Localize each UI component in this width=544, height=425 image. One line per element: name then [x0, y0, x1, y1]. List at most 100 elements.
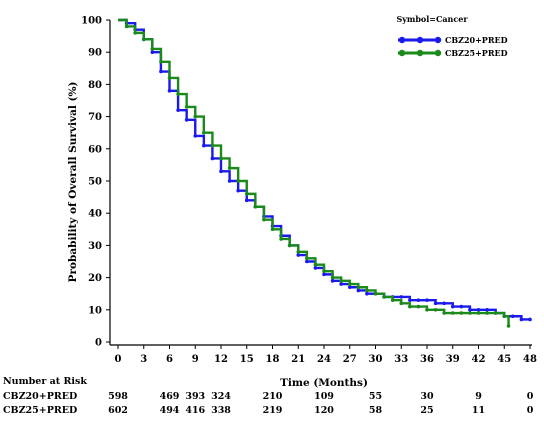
x-tick-label: 15	[240, 354, 254, 365]
y-tick-label: 100	[81, 16, 102, 27]
risk-value: 219	[263, 405, 283, 416]
censor-point-cbz20-pred	[167, 89, 172, 93]
x-axis-title: Time (Months)	[280, 377, 368, 389]
censor-point-cbz20-pred	[339, 282, 343, 286]
legend-marker-cbz20-mid	[416, 36, 424, 44]
risk-row-label-cbz25: CBZ25+PRED	[3, 405, 77, 416]
y-tick-label: 90	[88, 48, 102, 59]
censor-point-cbz20-pred	[219, 169, 223, 174]
censor-point-cbz20-pred	[305, 259, 309, 264]
censor-point-cbz25-pred	[262, 217, 266, 222]
censor-point-cbz20-pred	[459, 304, 464, 309]
censor-point-cbz25-pred	[356, 285, 361, 290]
censor-point-cbz25-pred	[330, 275, 335, 280]
risk-value: 109	[314, 391, 334, 402]
axes	[109, 20, 532, 346]
censor-point-cbz25-pred	[347, 282, 352, 286]
risk-table-title: Number at Risk	[3, 376, 87, 387]
legend-marker-cbz25-end	[434, 49, 442, 57]
censor-point-cbz25-pred	[408, 304, 412, 309]
legend-item-cbz20: CBZ20+PRED	[398, 35, 508, 45]
risk-value: 11	[472, 405, 485, 416]
y-ticks: 0 10 20 30 40 50 60 70 80 90 100	[81, 16, 110, 349]
risk-value: 0	[527, 405, 534, 416]
censor-point-cbz25-pred	[219, 156, 223, 161]
risk-value: 120	[314, 405, 334, 416]
risk-value: 55	[369, 391, 382, 402]
censor-point-cbz20-pred	[408, 298, 412, 302]
risk-value: 210	[263, 391, 283, 402]
x-tick-label: 18	[266, 354, 280, 365]
censor-point-cbz20-pred	[210, 156, 215, 161]
censor-point-cbz25-pred	[236, 179, 240, 183]
censor-point-cbz20-pred	[202, 143, 206, 148]
censor-point-cbz20-pred	[347, 285, 352, 290]
censor-point-cbz25-pred	[339, 279, 343, 283]
censor-point-cbz20-pred	[176, 108, 180, 112]
x-tick-label: 48	[523, 354, 537, 365]
censor-point-cbz20-pred	[416, 298, 421, 302]
y-tick-label: 30	[88, 241, 102, 252]
censor-point-cbz25-pred	[450, 311, 455, 315]
censor-point-cbz20-pred	[193, 134, 198, 138]
risk-table: Number at Risk CBZ20+PRED CBZ25+PRED 598…	[3, 376, 534, 416]
risk-value: 494	[160, 405, 180, 416]
censor-point-cbz20-pred	[227, 179, 232, 183]
censor-point-cbz25-pred	[390, 298, 395, 302]
censor-point-cbz25-pred	[399, 301, 404, 306]
y-tick-label: 70	[88, 112, 102, 123]
censor-point-cbz20-pred	[244, 198, 249, 203]
censor-point-cbz25-pred	[305, 256, 309, 261]
censor-point-cbz25-pred	[150, 47, 155, 51]
y-tick-label: 80	[88, 80, 102, 91]
censor-point-cbz20-pred	[433, 301, 438, 306]
censor-point-cbz20-pred	[236, 188, 240, 193]
censor-point-cbz25-pred	[184, 105, 189, 109]
censor-point-cbz25-pred	[485, 311, 489, 315]
risk-value: 416	[185, 405, 205, 416]
censor-point-cbz25-pred	[322, 269, 326, 273]
censor-point-cbz25-pred	[468, 311, 472, 315]
legend-title: Symbol=Cancer	[396, 14, 468, 24]
censor-point-cbz25-pred	[227, 166, 232, 170]
risk-value: 0	[527, 391, 534, 402]
legend-marker-cbz25-start	[398, 49, 406, 57]
x-tick-label: 12	[214, 354, 228, 365]
risk-row-label-cbz20: CBZ20+PRED	[3, 391, 77, 402]
x-tick-label: 27	[343, 354, 357, 365]
series-line-cbz25-pred	[118, 18, 510, 326]
x-tick-label: 39	[446, 354, 460, 365]
censor-point-cbz20-pred	[322, 272, 326, 277]
censor-point-cbz25-pred	[365, 288, 369, 293]
y-tick-label: 10	[88, 305, 102, 316]
censor-point-cbz20-pred	[425, 298, 429, 302]
y-axis-title: Probability of Overall Survival (%)	[67, 82, 79, 283]
y-tick-label: 40	[88, 209, 102, 220]
censor-point-cbz25-pred	[202, 130, 206, 135]
censor-point-cbz25-pred	[382, 295, 386, 299]
censor-point-cbz20-pred	[365, 291, 369, 296]
x-tick-label: 30	[369, 354, 383, 365]
x-tick-label: 24	[317, 354, 331, 365]
legend-marker-cbz20-end	[434, 36, 442, 44]
censor-point-cbz25-pred	[425, 308, 429, 312]
censor-point-cbz25-pred	[459, 311, 464, 315]
y-tick-label: 50	[88, 177, 102, 188]
risk-value: 602	[108, 405, 128, 416]
x-tick-label: 0	[115, 354, 122, 365]
censor-point-cbz25-pred	[167, 76, 172, 80]
risk-value: 324	[211, 391, 231, 402]
censor-point-cbz25-pred	[270, 227, 275, 232]
x-tick-label: 9	[192, 354, 199, 365]
censor-point-cbz20-pred	[450, 304, 455, 309]
risk-value: 393	[185, 391, 205, 402]
x-tick-label: 21	[291, 354, 305, 365]
censor-point-cbz20-pred	[442, 301, 446, 306]
risk-value: 469	[160, 391, 180, 402]
legend: Symbol=Cancer CBZ20+PRED CBZ25+PRED	[396, 14, 507, 58]
risk-value: 25	[420, 405, 433, 416]
x-tick-label: 42	[472, 354, 486, 365]
series-layer	[118, 18, 532, 328]
censor-point-cbz20-pred	[399, 295, 404, 299]
